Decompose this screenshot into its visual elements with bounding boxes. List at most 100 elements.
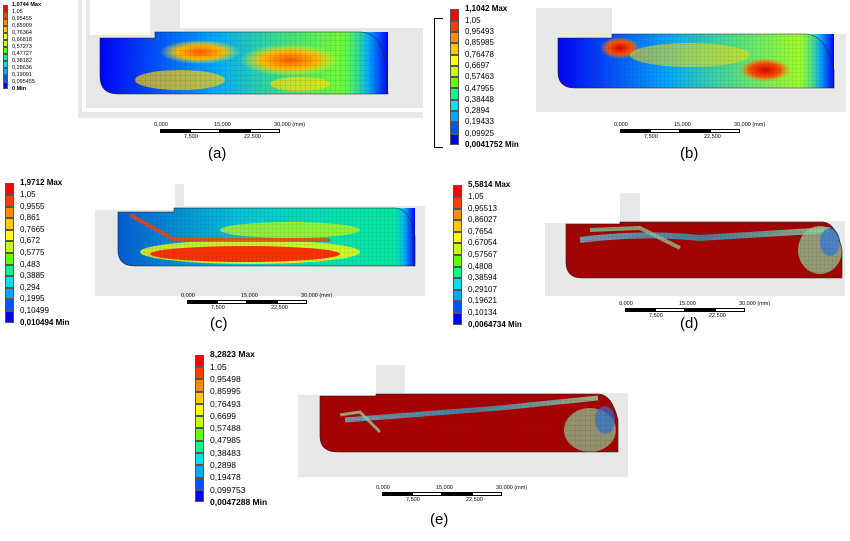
scale-bottom-label: 22,500 <box>704 134 721 140</box>
scale-top-label: 0,000 <box>181 293 195 299</box>
legend-swatch <box>450 88 459 100</box>
scale-bottom-label: 7,500 <box>644 134 658 140</box>
legend-swatch <box>453 243 462 256</box>
legend-tick-label: 0,57273 <box>12 43 32 50</box>
scale-segment <box>650 129 680 133</box>
legend-a: 1,0744 Max 1,05 0,95455 0,85909 0,76364 0,668… <box>3 1 63 98</box>
legend-swatch <box>195 379 204 392</box>
legend-tick-label: 0,099753 <box>210 484 246 495</box>
scale-top-label: 30,000 (mm) <box>301 293 333 299</box>
scale-segment <box>442 492 472 496</box>
legend-tick-label: 0,28636 <box>12 64 32 71</box>
legend-swatch <box>195 440 204 454</box>
legend-tick-label: 0,76364 <box>12 29 32 36</box>
legend-tick-label: 0,19621 <box>468 296 497 306</box>
legend-swatch <box>195 416 204 429</box>
legend-max-label: 1,9712 Max <box>20 178 63 188</box>
scale-bottom-label: 22,500 <box>244 134 261 140</box>
legend-swatch <box>3 61 8 69</box>
legend-tick-label: 0,2894 <box>465 106 490 116</box>
legend-tick-label: 0,19478 <box>210 472 241 483</box>
legend-b: 1,1042 Max 1,05 0,95493 0,85985 0,76478 0,669… <box>450 4 540 151</box>
legend-tick-label: 0,19433 <box>465 117 494 127</box>
legend-tick-label: 0,4808 <box>468 261 493 271</box>
caption-b: (b) <box>680 145 699 162</box>
legend-tick-label: 0,95498 <box>210 373 241 384</box>
legend-tick-label: 0,861 <box>20 213 41 223</box>
panel-b-contour <box>557 33 835 89</box>
legend-tick-label: 0,76478 <box>465 49 494 59</box>
legend-swatch <box>5 287 14 300</box>
legend-tick-label: 0,6699 <box>210 410 236 421</box>
legend-swatch <box>453 197 462 209</box>
legend-c: 1,9712 Max 1,05 0,9555 0,861 0,7665 0,672 0,57… <box>5 178 95 327</box>
scale-segment <box>190 129 220 133</box>
scale-top-label: 15,000 <box>674 122 691 128</box>
legend-tick-label: 0,672 <box>20 236 41 246</box>
legend-swatch <box>5 276 14 288</box>
legend-tick-label: 0,19091 <box>12 71 32 78</box>
legend-e: 8,2823 Max 1,05 0,95498 0,85995 0,76493 0,669… <box>195 349 295 509</box>
scale-segment <box>160 129 190 133</box>
legend-swatch <box>450 122 459 134</box>
legend-swatch <box>3 68 8 76</box>
legend-min-label: 0,0047288 Min <box>210 496 268 507</box>
legend-swatch <box>5 229 14 242</box>
caption-c: (c) <box>210 315 228 332</box>
legend-max-label: 5,5814 Max <box>468 180 511 190</box>
legend-swatch <box>3 54 8 62</box>
legend-swatch <box>450 20 459 32</box>
legend-tick-label: 0,76493 <box>210 398 241 409</box>
legend-swatch <box>195 354 204 367</box>
legend-tick-label: 0,95455 <box>12 15 32 22</box>
legend-swatch <box>5 299 14 312</box>
legend-tick-label: 1,05 <box>210 361 227 372</box>
scale-segment <box>277 300 307 304</box>
scale-segment <box>382 492 412 496</box>
legend-tick-label: 0,10134 <box>468 308 497 317</box>
legend-tick-label: 0,9555 <box>20 201 45 211</box>
legend-swatch <box>453 289 462 302</box>
legend-swatch <box>5 218 14 230</box>
legend-swatch <box>195 428 204 441</box>
legend-max-label: 1,0744 Max <box>12 1 42 8</box>
scale-segment <box>680 129 710 133</box>
legend-swatch <box>195 477 204 490</box>
legend-swatch <box>450 9 459 21</box>
scale-segment <box>220 129 250 133</box>
legend-b-bracket <box>434 18 443 148</box>
scale-segment <box>655 308 685 312</box>
legend-swatch <box>453 208 462 221</box>
scale-bottom-label: 7,500 <box>211 305 225 311</box>
legend-max-label: 1,1042 Max <box>465 4 508 14</box>
scale-top-label: 30,000 (mm) <box>496 485 528 491</box>
panel-a-contour <box>99 31 389 95</box>
legend-swatch <box>453 301 462 314</box>
legend-tick-label: 0,85985 <box>465 38 494 48</box>
legend-tick-label: 0,86027 <box>468 215 497 225</box>
legend-tick-label: 1,05 <box>465 15 481 25</box>
scale-top-label: 15,000 <box>214 122 231 128</box>
legend-swatch <box>5 253 14 265</box>
legend-swatch <box>453 231 462 244</box>
legend-tick-label: 0,57488 <box>210 423 241 434</box>
scale-bottom-label: 22,500 <box>466 497 483 503</box>
legend-swatch <box>453 278 462 290</box>
scale-top-label: 30,000 (mm) <box>274 122 306 128</box>
panel-d-contour <box>565 221 843 279</box>
scale-segment <box>250 129 280 133</box>
legend-swatch <box>195 489 204 503</box>
scale-bottom-label: 7,500 <box>649 313 663 319</box>
caption-d: (d) <box>680 315 699 332</box>
legend-tick-label: 0,95493 <box>465 27 494 36</box>
scale-segment <box>412 492 442 496</box>
scale-segment <box>247 300 277 304</box>
legend-tick-label: 0,57463 <box>465 72 494 82</box>
legend-tick-label: 0,47955 <box>465 83 494 93</box>
legend-swatch <box>453 185 462 198</box>
legend-swatch <box>453 266 462 279</box>
legend-swatch <box>453 220 462 232</box>
scale-top-label: 0,000 <box>376 485 390 491</box>
legend-swatch <box>3 82 8 90</box>
